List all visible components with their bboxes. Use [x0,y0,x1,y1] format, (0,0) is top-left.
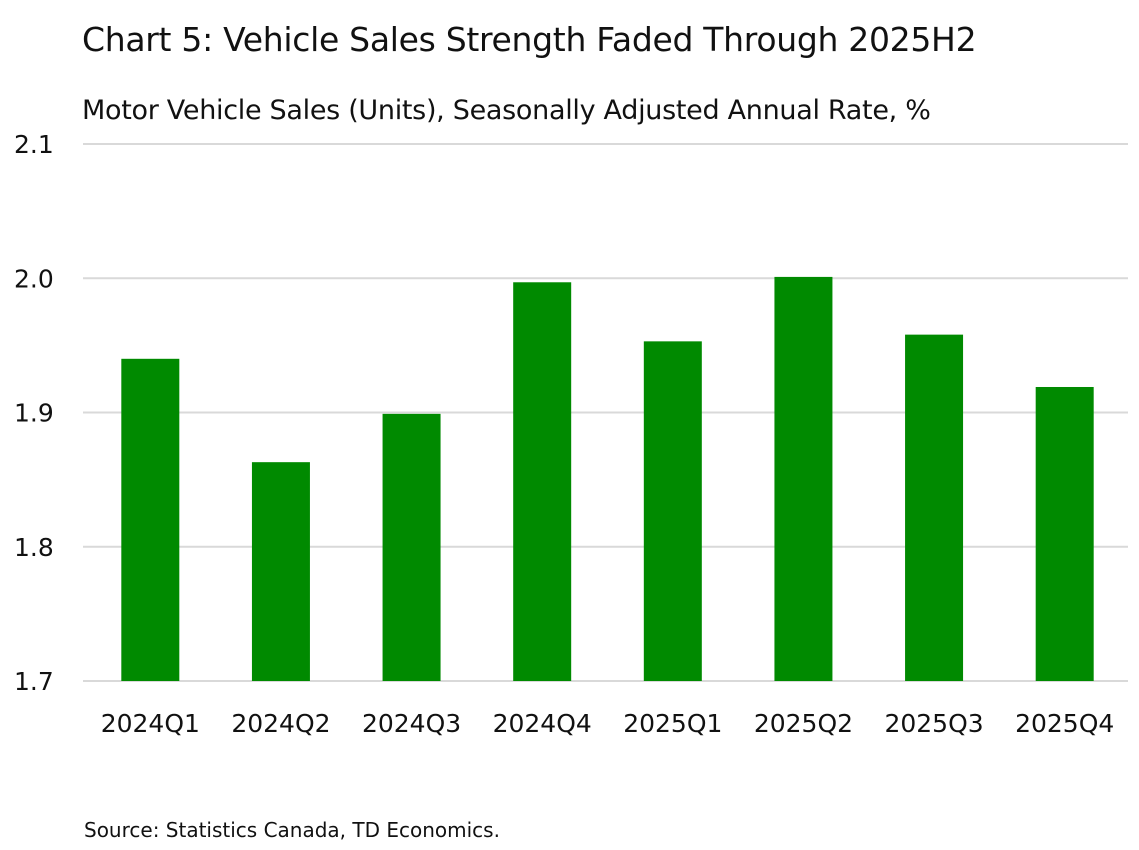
y-tick-label: 2.0 [14,264,54,293]
x-tick-label: 2025Q3 [884,709,983,738]
x-tick-label: 2024Q3 [362,709,461,738]
bar-2025Q1 [643,341,702,681]
x-tick-label: 2025Q2 [754,709,853,738]
bar-2025Q3 [905,334,964,681]
bar-2025Q2 [774,276,833,681]
bar-2024Q1 [121,358,180,681]
x-tick-label: 2025Q4 [1015,709,1114,738]
x-tick-label: 2024Q4 [493,709,592,738]
x-tick-label: 2024Q2 [231,709,330,738]
y-tick-label: 1.8 [14,533,54,562]
chart-title: Chart 5: Vehicle Sales Strength Faded Th… [82,20,977,59]
y-tick-label: 1.7 [14,667,54,696]
source-note: Source: Statistics Canada, TD Economics. [84,818,500,842]
y-tick-label: 1.9 [14,399,54,428]
bar-2024Q4 [513,282,572,681]
bar-2024Q3 [382,413,441,681]
x-tick-label: 2024Q1 [101,709,200,738]
bar-2024Q2 [251,462,310,681]
x-tick-label: 2025Q1 [623,709,722,738]
bar-2025Q4 [1035,386,1094,681]
y-tick-label: 2.1 [14,130,54,159]
chart-subtitle: Motor Vehicle Sales (Units), Seasonally … [82,95,931,126]
